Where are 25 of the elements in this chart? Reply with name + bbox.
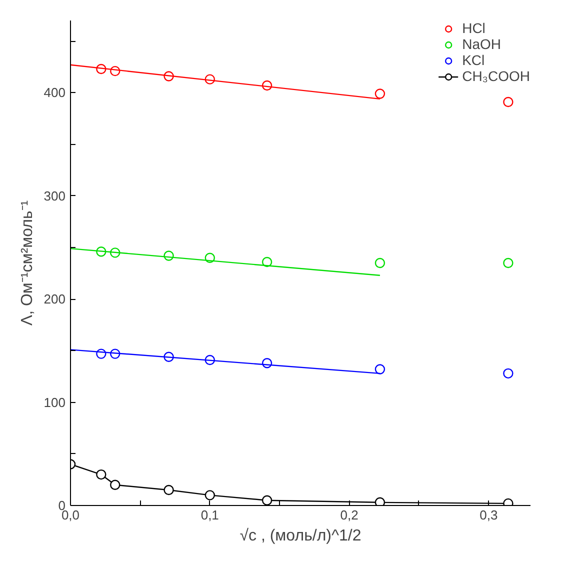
x-tick-label: 0,2: [340, 508, 358, 522]
legend-label: CH₃COOH: [462, 68, 530, 84]
y-tick-label: 300: [44, 188, 66, 204]
x-axis-title: √c , (моль/л)^1/2: [240, 528, 362, 544]
point: [503, 96, 514, 108]
legend-label: HCl: [462, 20, 486, 36]
y-tick-label: 200: [44, 292, 66, 307]
point: [96, 469, 106, 480]
point: [262, 495, 272, 506]
point: [204, 490, 215, 500]
legend-label: NaOH: [462, 36, 501, 52]
point: [374, 258, 386, 268]
y-tick-label: 400: [44, 85, 66, 100]
point: [164, 484, 174, 496]
y-axis-title: Λ, Ом⁻¹см²моль⁻¹: [18, 200, 36, 326]
x-tick-label: 0,1: [200, 508, 219, 522]
x-tick-label: 0,3: [480, 508, 498, 522]
point: [374, 364, 386, 374]
y-tick-label: 100: [44, 394, 66, 410]
legend-label: KCl: [462, 52, 485, 68]
point: [503, 368, 514, 379]
point: [110, 480, 120, 490]
point: [374, 88, 386, 99]
point: [503, 258, 514, 268]
point: [374, 497, 386, 506]
